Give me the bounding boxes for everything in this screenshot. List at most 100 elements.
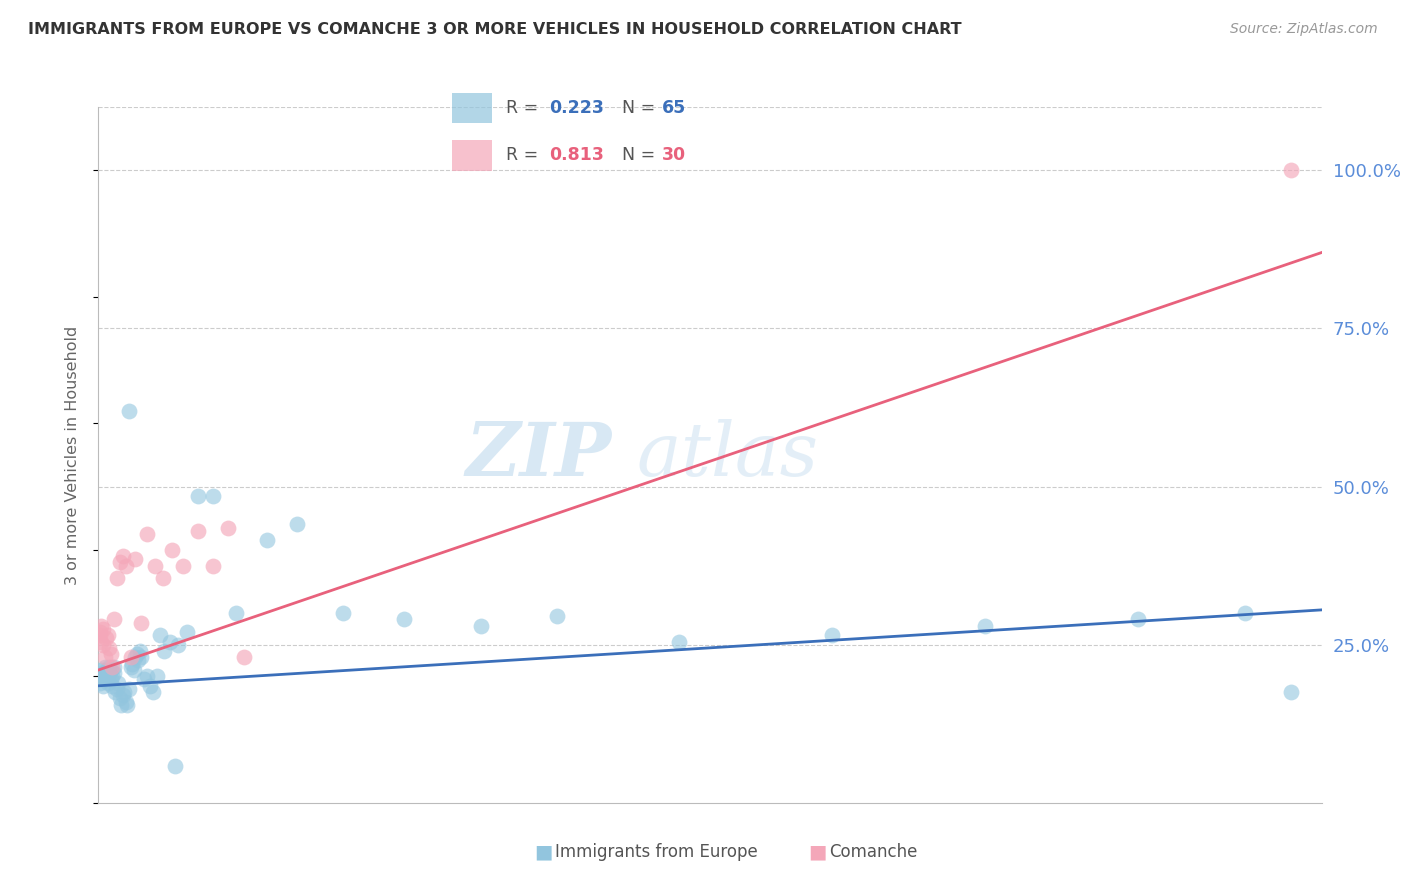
Point xyxy=(89,669,111,683)
Point xyxy=(103,666,125,681)
Point xyxy=(93,650,115,665)
Point xyxy=(111,688,134,702)
Point xyxy=(974,618,997,632)
Text: N =: N = xyxy=(621,99,661,117)
Point xyxy=(145,669,167,683)
Point xyxy=(128,644,150,658)
Point xyxy=(89,628,111,642)
Text: 0.813: 0.813 xyxy=(550,146,605,164)
Text: Source: ZipAtlas.com: Source: ZipAtlas.com xyxy=(1230,22,1378,37)
Point xyxy=(668,634,690,648)
Point xyxy=(105,681,128,696)
Point xyxy=(163,759,186,773)
Point xyxy=(111,549,134,563)
Text: ZIP: ZIP xyxy=(465,418,612,491)
Point xyxy=(125,647,148,661)
Point xyxy=(1128,612,1150,626)
Point xyxy=(93,660,115,674)
Point xyxy=(124,650,146,665)
Text: ■: ■ xyxy=(808,842,827,862)
Text: 0.223: 0.223 xyxy=(550,99,605,117)
Point xyxy=(115,695,138,709)
Point xyxy=(285,517,308,532)
Point xyxy=(546,609,568,624)
Point xyxy=(176,625,198,640)
Point xyxy=(134,673,156,687)
Point xyxy=(160,542,183,557)
Point xyxy=(202,489,225,503)
Point xyxy=(136,527,159,541)
Point xyxy=(103,612,125,626)
Point xyxy=(167,638,190,652)
Point xyxy=(90,663,112,677)
Point xyxy=(232,650,254,665)
Text: R =: R = xyxy=(506,146,544,164)
Point xyxy=(118,403,141,417)
Text: N =: N = xyxy=(621,146,661,164)
Point xyxy=(104,685,127,699)
Point xyxy=(98,660,121,674)
Point xyxy=(129,650,152,665)
Point xyxy=(103,660,125,674)
Point xyxy=(105,571,128,585)
Point xyxy=(153,644,176,658)
Point xyxy=(124,552,146,566)
Text: ■: ■ xyxy=(534,842,553,862)
Point xyxy=(256,533,278,548)
Point xyxy=(149,628,172,642)
Point xyxy=(392,612,416,626)
Point xyxy=(100,647,122,661)
Text: IMMIGRANTS FROM EUROPE VS COMANCHE 3 OR MORE VEHICLES IN HOUSEHOLD CORRELATION C: IMMIGRANTS FROM EUROPE VS COMANCHE 3 OR … xyxy=(28,22,962,37)
Point xyxy=(108,556,131,570)
Point xyxy=(1279,163,1302,178)
Point xyxy=(1279,685,1302,699)
Point xyxy=(127,653,149,667)
Text: atlas: atlas xyxy=(637,418,818,491)
Point xyxy=(101,669,124,683)
Point xyxy=(89,625,111,640)
Point xyxy=(187,489,209,503)
Point xyxy=(136,669,159,683)
Point xyxy=(121,657,143,671)
Point xyxy=(821,628,844,642)
Point xyxy=(98,666,121,681)
Point xyxy=(97,669,120,683)
Point xyxy=(1234,606,1257,620)
Point xyxy=(91,622,114,636)
Point xyxy=(332,606,354,620)
Point xyxy=(90,618,112,632)
Point xyxy=(142,685,165,699)
Point xyxy=(122,663,145,677)
Point xyxy=(118,681,141,696)
Point xyxy=(117,698,139,712)
Point xyxy=(217,521,239,535)
Point xyxy=(120,660,142,674)
Point xyxy=(100,673,122,687)
Text: 65: 65 xyxy=(662,99,686,117)
Point xyxy=(91,679,114,693)
Point xyxy=(89,675,111,690)
Bar xyxy=(451,140,492,170)
Point xyxy=(94,632,117,646)
Point xyxy=(98,640,121,655)
Point xyxy=(115,558,138,573)
Y-axis label: 3 or more Vehicles in Household: 3 or more Vehicles in Household xyxy=(65,326,80,584)
Point xyxy=(107,675,129,690)
Point xyxy=(159,634,181,648)
Point xyxy=(187,524,209,538)
Point xyxy=(152,571,174,585)
Point xyxy=(93,673,115,687)
Point xyxy=(90,673,112,687)
Point xyxy=(139,679,162,693)
Point xyxy=(143,558,166,573)
Point xyxy=(202,558,225,573)
Point xyxy=(91,638,114,652)
Bar xyxy=(451,93,492,123)
Point xyxy=(90,634,112,648)
Point xyxy=(94,663,117,677)
Point xyxy=(108,691,131,706)
Text: 30: 30 xyxy=(662,146,686,164)
Point xyxy=(110,698,132,712)
Point xyxy=(129,615,152,630)
Text: R =: R = xyxy=(506,99,544,117)
